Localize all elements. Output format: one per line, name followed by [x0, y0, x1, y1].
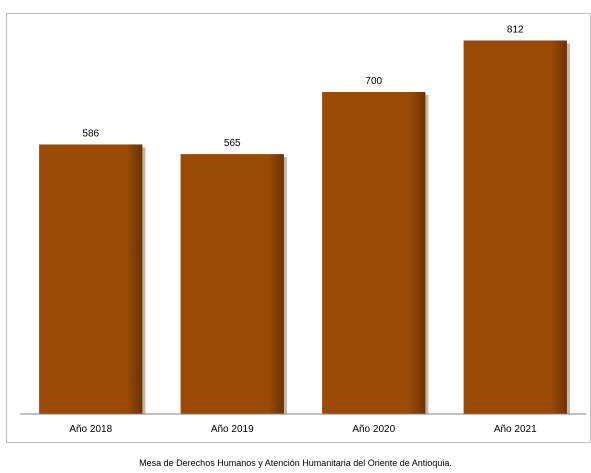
bar-año-2020[interactable]: [322, 92, 426, 414]
data-label: 700: [365, 76, 382, 87]
bar-año-2021[interactable]: [463, 40, 567, 414]
bar-chart: 586 565 700 812 Año 2018 Año 2019 Año 2020 Año…: [20, 24, 586, 435]
source-caption: Mesa de Derechos Humanos y Atención Huma…: [139, 458, 452, 468]
x-tick-label: Año 2020: [352, 424, 395, 435]
data-label: 586: [82, 128, 99, 139]
data-label: 812: [507, 24, 524, 35]
x-tick-label: Año 2018: [69, 424, 112, 435]
x-tick-label: Año 2019: [211, 424, 254, 435]
x-tick-label: Año 2021: [494, 424, 537, 435]
bar-año-2019[interactable]: [180, 154, 284, 414]
bar-año-2018[interactable]: [39, 144, 143, 414]
data-label: 565: [224, 138, 241, 149]
